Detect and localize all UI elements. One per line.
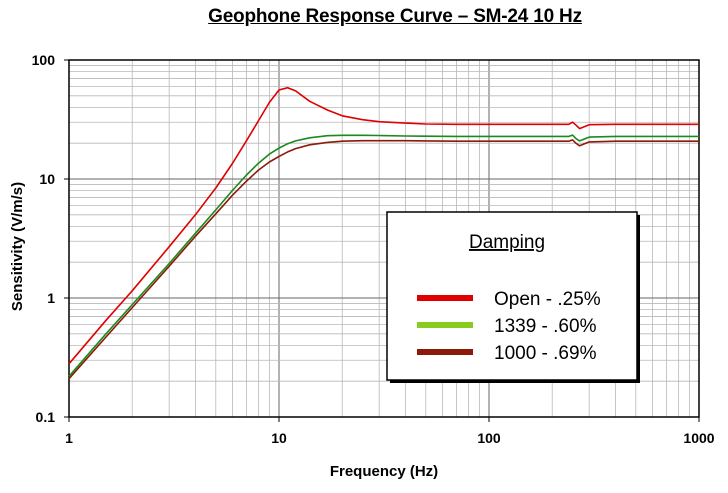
series-line-2 [68, 134, 699, 377]
x-tick-label: 1 [65, 430, 73, 446]
series-line-3 [68, 139, 699, 380]
y-tick-label: 0.1 [36, 409, 56, 425]
legend-label-2: 1339 - .60% [494, 316, 597, 337]
x-tick-label: 1000 [683, 430, 714, 446]
legend-entries: Open - .25% 1339 - .60% 1000 - .69% [417, 289, 601, 364]
x-axis-label: Frequency (Hz) [330, 463, 438, 480]
series-line-1 [68, 86, 699, 365]
plot-frame [68, 59, 700, 418]
chart-title: Geophone Response Curve – SM-24 10 Hz [208, 6, 582, 27]
y-axis-label: Sensitivity (V/m/s) [9, 182, 26, 311]
tick-layer: 1 10 100 1000 0.1 1 10 100 [32, 52, 715, 446]
x-tick-label: 100 [477, 430, 501, 446]
y-tick-label: 10 [39, 171, 55, 187]
legend: Damping Open - .25% 1339 - .60% 1000 - .69… [386, 211, 640, 383]
y-tick-label: 100 [32, 52, 56, 68]
legend-label-3: 1000 - .69% [494, 343, 597, 364]
x-tick-label: 10 [271, 430, 287, 446]
y-tick-label: 1 [47, 290, 55, 306]
legend-label-1: Open - .25% [494, 289, 601, 310]
legend-title: Damping [469, 232, 545, 253]
series-layer [68, 86, 699, 380]
